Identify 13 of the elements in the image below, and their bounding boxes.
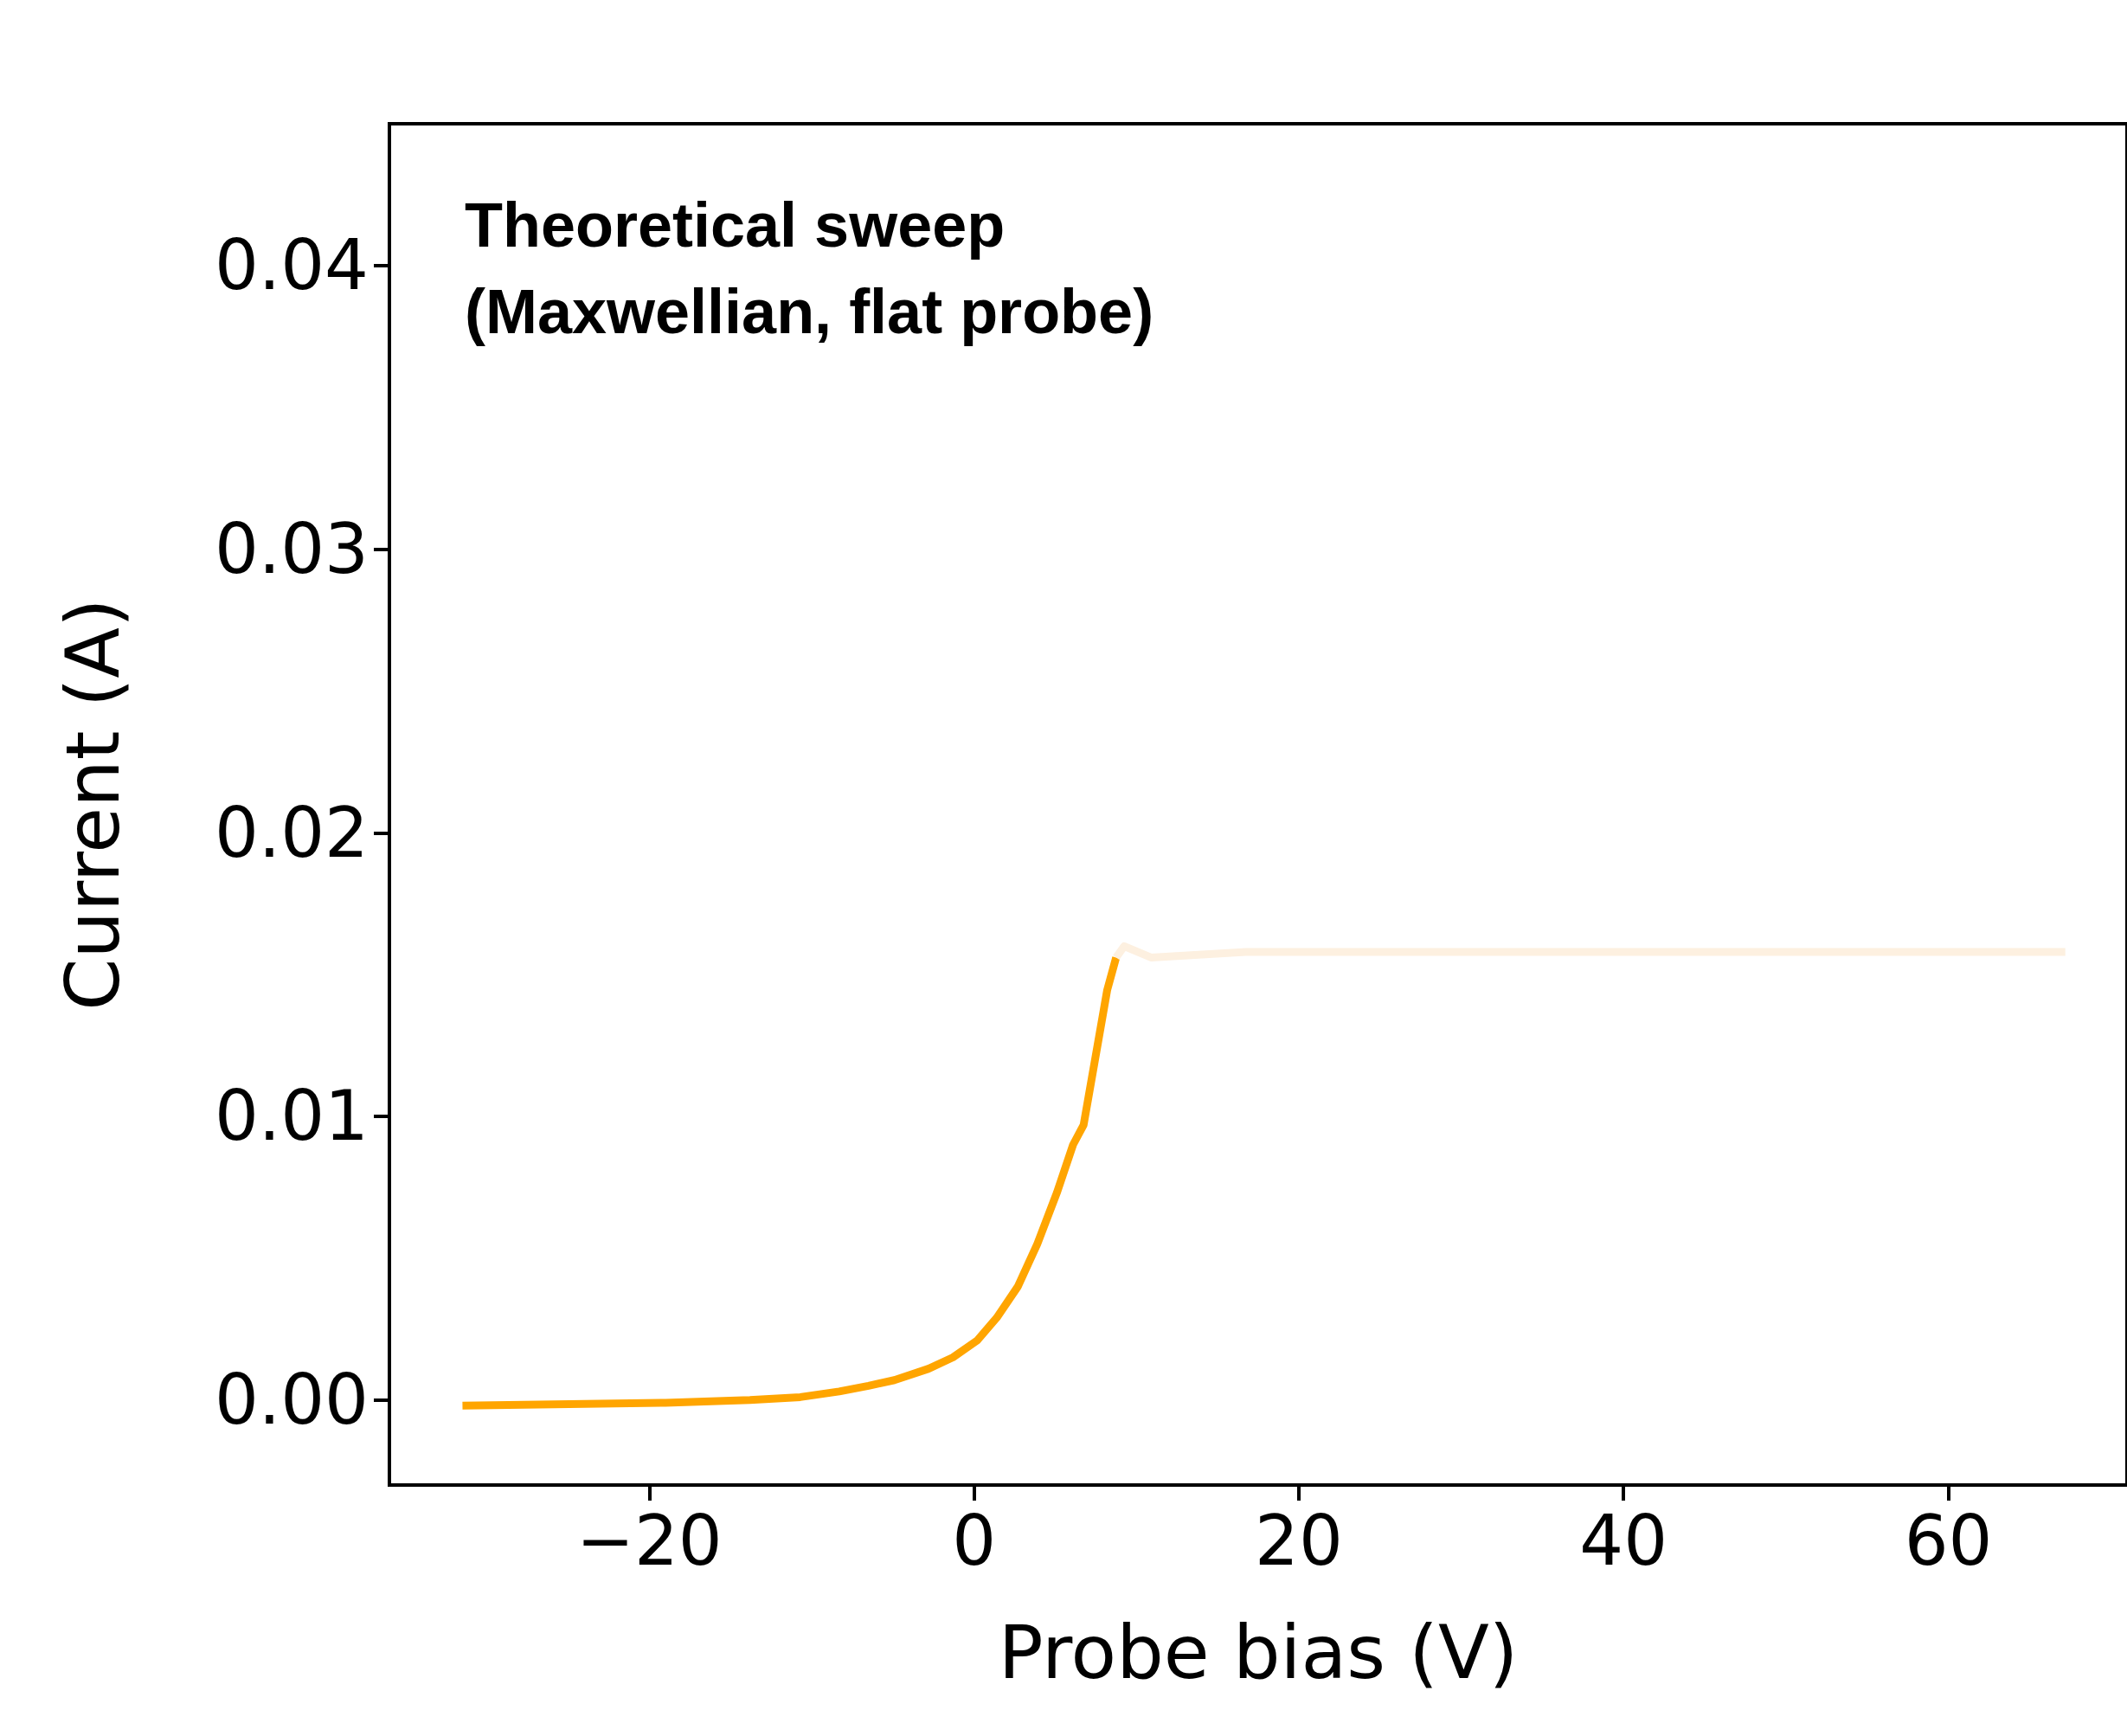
x-tick-label: 0 xyxy=(952,1500,997,1581)
y-tick-label: 0.00 xyxy=(214,1360,369,1441)
y-tick-label: 0.02 xyxy=(214,792,369,873)
x-tick-label: 40 xyxy=(1579,1500,1668,1581)
y-tick-label: 0.03 xyxy=(214,509,369,590)
x-axis-title: Probe bias (V) xyxy=(998,1609,1519,1695)
y-tick-label: 0.01 xyxy=(214,1076,369,1157)
x-tick-label: −20 xyxy=(575,1500,723,1581)
annotation: Theoretical sweep (Maxwellian, flat probe) xyxy=(465,190,1154,346)
y-tick-label: 0.04 xyxy=(214,225,369,306)
y-axis-title: Current (A) xyxy=(49,598,136,1011)
x-tick-label: 20 xyxy=(1255,1500,1343,1581)
x-tick-label: 60 xyxy=(1904,1500,1993,1581)
